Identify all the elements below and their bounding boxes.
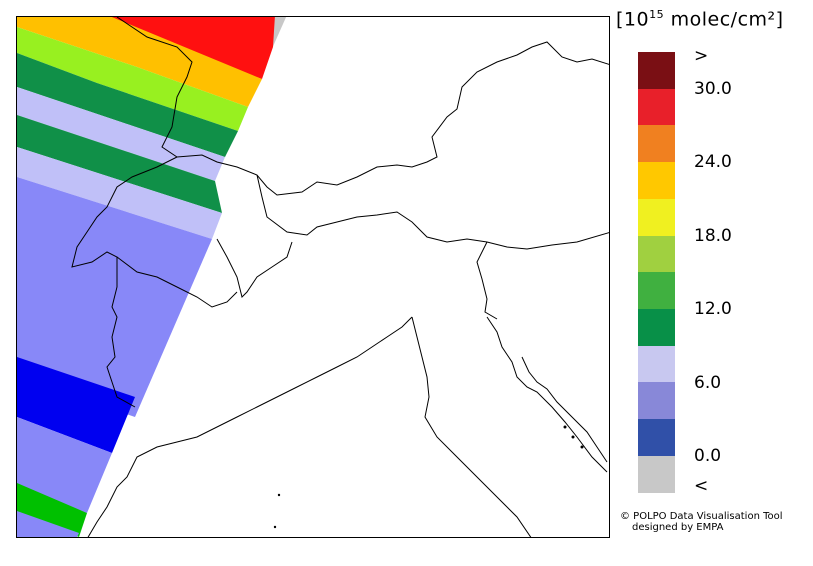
- legend-label-18: 18.0: [694, 226, 732, 246]
- legend-label-24: 24.0: [694, 152, 732, 172]
- swath-band-lavender: [17, 87, 225, 181]
- swath-band-green: [17, 53, 238, 157]
- map-canvas: [17, 17, 609, 537]
- border-line: [216, 238, 293, 298]
- borders: [71, 17, 609, 537]
- swath-band-periwinkle-3: [17, 511, 79, 537]
- legend-label-6: 6.0: [694, 373, 722, 393]
- island: [563, 425, 567, 429]
- island: [571, 435, 575, 439]
- swath-band-periwinkle-2: [17, 417, 112, 513]
- border-line: [256, 174, 609, 250]
- border-line: [476, 241, 498, 320]
- legend-swatch: [638, 382, 675, 420]
- legend-swatch: [638, 88, 675, 126]
- swath-band-orange: [17, 17, 262, 107]
- coastline: [411, 316, 532, 537]
- legend-swatch: [638, 198, 675, 236]
- border-line: [71, 156, 178, 408]
- legend-swatch: [638, 52, 675, 89]
- island: [273, 525, 277, 529]
- legend-unit-title: [1015 molec/cm²]: [616, 8, 784, 31]
- legend-swatch: [638, 345, 675, 383]
- coastline: [486, 316, 608, 473]
- swath-band-lavender-2: [17, 147, 222, 239]
- legend-label-over: >: [694, 46, 709, 66]
- legend-label-0: 0.0: [694, 446, 722, 466]
- swath-band-green-2: [17, 115, 222, 213]
- swath-band-blue: [17, 357, 135, 453]
- legend-swatch: [638, 455, 675, 493]
- swath-band-green-3: [17, 483, 87, 537]
- legend-swatch: [638, 162, 675, 200]
- coastline: [87, 316, 413, 537]
- islands: [273, 425, 584, 529]
- swath-band-yellowgreen: [17, 27, 248, 131]
- legend-swatch: [638, 272, 675, 310]
- border-line: [116, 17, 609, 196]
- legend-swatch: [638, 235, 675, 273]
- legend-label-30: 30.0: [694, 79, 732, 99]
- island: [580, 445, 584, 449]
- coastline: [521, 356, 608, 463]
- legend-swatch: [638, 125, 675, 163]
- credit-line-1: © POLPO Data Visualisation Tool: [620, 511, 783, 522]
- credit-line-2: designed by EMPA: [632, 522, 724, 533]
- satellite-swath: [17, 17, 287, 537]
- border-line: [116, 256, 238, 308]
- legend-label-12: 12.0: [694, 299, 732, 319]
- legend-swatch: [638, 419, 675, 456]
- legend-swatch: [638, 308, 675, 346]
- map-panel[interactable]: [16, 16, 610, 538]
- legend-label-under: <: [694, 476, 709, 496]
- island: [277, 493, 281, 497]
